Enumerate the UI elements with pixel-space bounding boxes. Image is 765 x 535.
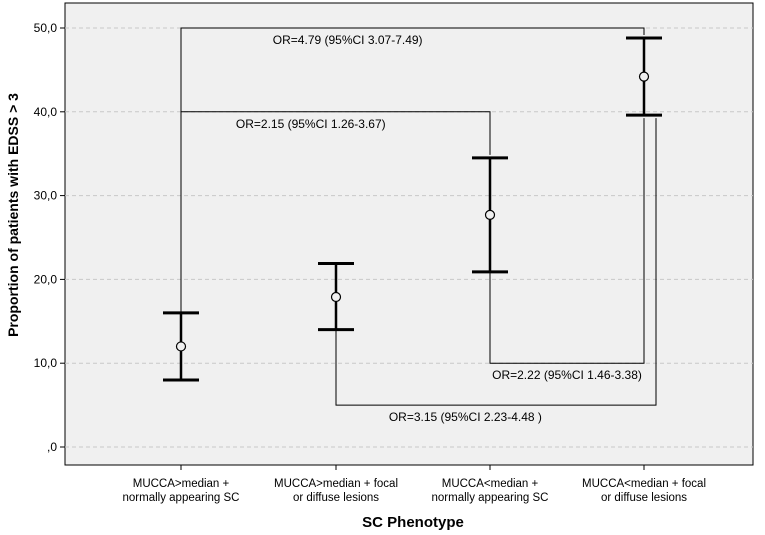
x-axis-title: SC Phenotype xyxy=(362,514,464,531)
x-category-label-line2: normally appearing SC xyxy=(432,492,549,504)
or-label: OR=4.79 (95%CI 3.07-7.49) xyxy=(273,33,423,47)
y-tick-label: 30,0 xyxy=(34,189,58,203)
plot-area xyxy=(64,2,754,466)
y-tick-label: 50,0 xyxy=(34,21,58,35)
x-category-label-line1: MUCCA>median + xyxy=(133,478,230,490)
y-tick-label: 10,0 xyxy=(34,356,58,370)
y-tick-label: 40,0 xyxy=(34,105,58,119)
mean-marker xyxy=(484,209,496,220)
or-label: OR=2.15 (95%CI 1.26-3.67) xyxy=(236,117,386,131)
mean-marker xyxy=(175,341,187,352)
x-category-label-line1: MUCCA<median + xyxy=(442,478,539,490)
or-bracket xyxy=(335,118,657,406)
mean-marker xyxy=(330,291,342,303)
or-bracket xyxy=(180,111,491,313)
or-bracket xyxy=(489,118,645,364)
x-category-label-line2: normally appearing SC xyxy=(123,492,240,504)
x-axis-categories: MUCCA>median + normally appearing SC MUCCA… xyxy=(123,465,706,504)
y-tick-label: ,0 xyxy=(47,440,57,454)
x-category-label-line1: MUCCA>median + focal xyxy=(274,478,398,490)
x-category-label-line1: MUCCA<median + focal xyxy=(582,478,706,490)
y-tick-label: 20,0 xyxy=(34,272,58,286)
x-category-label-line2: or diffuse lesions xyxy=(293,492,379,504)
or-label: OR=3.15 (95%CI 2.23-4.48 ) xyxy=(389,410,542,424)
mean-marker xyxy=(638,71,650,82)
annotation-brackets: OR=4.79 (95%CI 3.07-7.49) OR=2.15 (95%CI … xyxy=(180,27,657,424)
y-axis-ticks: ,0 10,0 20,0 30,0 40,0 50,0 xyxy=(34,21,65,454)
error-bars xyxy=(163,36,662,382)
or-label: OR=2.22 (95%CI 1.46-3.38) xyxy=(492,368,642,382)
x-category-label-line2: or diffuse lesions xyxy=(601,492,687,504)
y-axis-title: Proportion of patients with EDSS > 3 xyxy=(5,93,21,337)
